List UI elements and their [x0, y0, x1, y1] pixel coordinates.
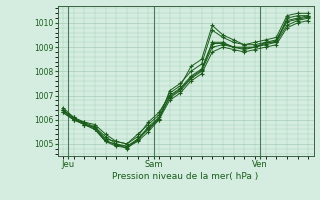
X-axis label: Pression niveau de la mer( hPa ): Pression niveau de la mer( hPa )	[112, 172, 259, 181]
